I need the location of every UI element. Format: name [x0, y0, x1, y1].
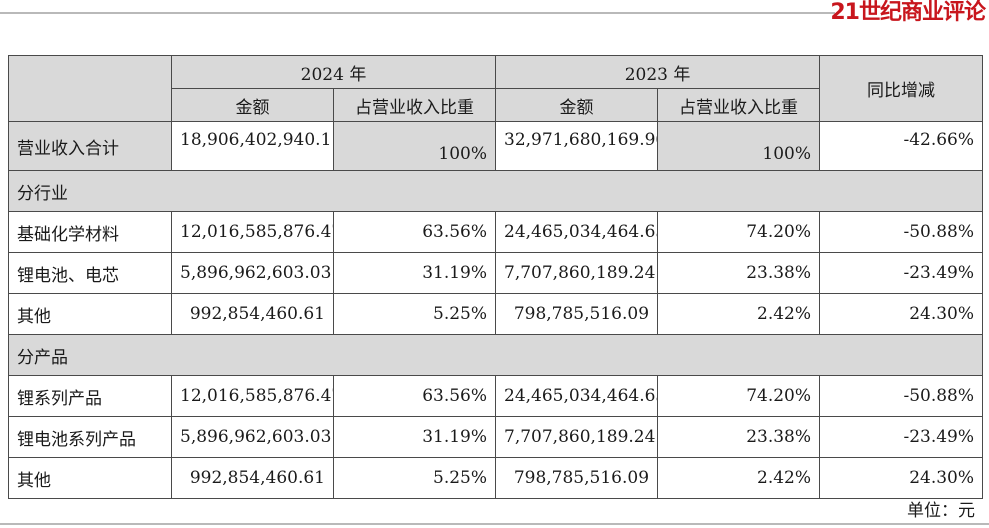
share-2023: 2.42%	[657, 457, 821, 499]
row-label: 锂电池、电芯	[8, 252, 172, 294]
share-2024: 63.56%	[332, 211, 497, 253]
amount-2023: 32,971,680,169.96	[495, 121, 659, 171]
section-label-industry: 分行业	[7, 170, 984, 212]
section-label-product: 分产品	[7, 334, 984, 376]
share-2023: 2.42%	[657, 293, 821, 335]
row-label: 营业收入合计	[8, 121, 172, 171]
yoy-change: 24.30%	[819, 293, 984, 335]
amount-2024: 992,854,460.61	[171, 457, 334, 499]
table-row: 锂电池系列产品 5,896,962,603.03 31.19% 7,707,86…	[8, 416, 984, 458]
row-label: 基础化学材料	[8, 211, 172, 253]
header-share-2024: 占营业收入比重	[332, 88, 497, 122]
share-2023: 74.20%	[657, 211, 821, 253]
share-2024: 5.25%	[332, 293, 497, 335]
amount-2023: 798,785,516.09	[495, 457, 659, 499]
share-2023: 74.20%	[657, 375, 821, 417]
table-row: 其他 992,854,460.61 5.25% 798,785,516.09 2…	[8, 293, 984, 335]
brand-logo: 21世纪商业评论	[830, 0, 986, 25]
amount-2024: 5,896,962,603.03	[171, 416, 334, 458]
amount-2024: 5,896,962,603.03	[171, 252, 334, 294]
header-amount-2023: 金额	[495, 88, 659, 122]
revenue-table: 2024 年 2023 年 同比增减 金额 占营业收入比重 金额 占营业收入比重…	[7, 55, 984, 499]
yoy-change: 24.30%	[819, 457, 984, 499]
header-row-columns: 金额 占营业收入比重 金额 占营业收入比重	[9, 88, 983, 122]
share-2024: 5.25%	[332, 457, 497, 499]
row-label: 锂系列产品	[8, 375, 172, 417]
header-share-2023: 占营业收入比重	[657, 88, 821, 122]
yoy-change: -23.49%	[819, 416, 984, 458]
total-row: 营业收入合计 18,906,402,940.11 100% 32,971,680…	[8, 121, 984, 171]
amount-2023: 7,707,860,189.24	[495, 416, 659, 458]
header-amount-2024: 金额	[171, 88, 334, 122]
row-label: 其他	[8, 457, 172, 499]
section-row-industry: 分行业	[7, 170, 984, 212]
yoy-change: -42.66%	[819, 121, 984, 171]
amount-2023: 7,707,860,189.24	[495, 252, 659, 294]
amount-2024: 12,016,585,876.47	[171, 375, 334, 417]
yoy-change: -50.88%	[819, 211, 984, 253]
top-rule	[0, 12, 835, 14]
yoy-change: -23.49%	[819, 252, 984, 294]
table-row: 锂系列产品 12,016,585,876.47 63.56% 24,465,03…	[8, 375, 984, 417]
amount-2024: 12,016,585,876.47	[171, 211, 334, 253]
amount-2024: 18,906,402,940.11	[171, 121, 334, 171]
share-2024: 31.19%	[332, 252, 497, 294]
unit-note: 单位：元	[907, 501, 975, 521]
row-label: 其他	[8, 293, 172, 335]
table-row: 锂电池、电芯 5,896,962,603.03 31.19% 7,707,860…	[8, 252, 984, 294]
share-2024: 63.56%	[332, 375, 497, 417]
header-year-2023: 2023 年	[495, 55, 821, 89]
header-year-2024: 2024 年	[170, 55, 497, 89]
header-row-years: 2024 年 2023 年 同比增减	[8, 55, 984, 122]
yoy-change: -50.88%	[819, 375, 984, 417]
section-row-product: 分产品	[7, 334, 984, 376]
table-row: 其他 992,854,460.61 5.25% 798,785,516.09 2…	[8, 457, 984, 499]
share-2024: 100%	[332, 121, 497, 171]
amount-2023: 24,465,034,464.63	[495, 375, 659, 417]
header-blank-cell	[8, 55, 172, 122]
share-2024: 31.19%	[332, 416, 497, 458]
row-label: 锂电池系列产品	[8, 416, 172, 458]
share-2023: 23.38%	[657, 252, 821, 294]
amount-2023: 24,465,034,464.63	[495, 211, 659, 253]
bottom-rule	[0, 523, 989, 525]
share-2023: 23.38%	[657, 416, 821, 458]
amount-2023: 798,785,516.09	[495, 293, 659, 335]
share-2023: 100%	[657, 121, 821, 171]
table-row: 基础化学材料 12,016,585,876.47 63.56% 24,465,0…	[8, 211, 984, 253]
amount-2024: 992,854,460.61	[171, 293, 334, 335]
header-yoy: 同比增减	[819, 55, 984, 122]
